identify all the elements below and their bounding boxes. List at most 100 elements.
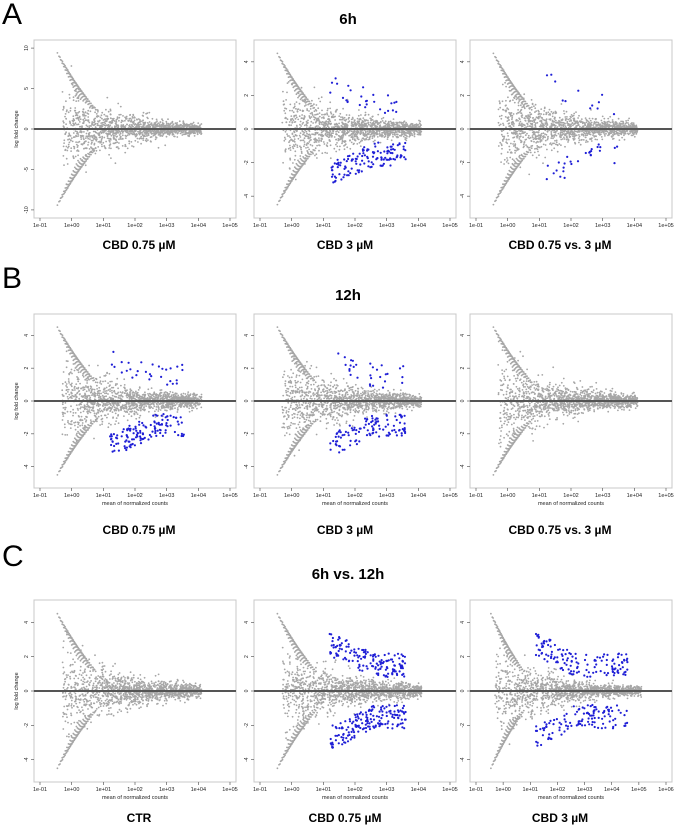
data-point xyxy=(191,123,194,125)
data-point xyxy=(341,122,344,124)
data-point xyxy=(327,115,330,118)
data-point xyxy=(65,157,68,160)
significant-point xyxy=(396,154,399,157)
data-point xyxy=(556,144,559,147)
data-point xyxy=(88,125,91,127)
data-point xyxy=(292,144,295,146)
data-point xyxy=(546,148,548,151)
data-point xyxy=(577,137,580,139)
data-point xyxy=(82,92,84,94)
data-point xyxy=(610,130,613,132)
data-point xyxy=(378,122,381,124)
data-point xyxy=(500,65,502,67)
data-point xyxy=(628,125,631,128)
data-point xyxy=(505,138,508,141)
panel-letter-a: A xyxy=(2,0,23,31)
data-point xyxy=(62,121,65,124)
data-point xyxy=(108,153,110,156)
data-point xyxy=(593,129,596,132)
data-point xyxy=(148,111,151,114)
data-point xyxy=(303,143,306,146)
data-point xyxy=(336,123,339,126)
data-point xyxy=(306,109,309,112)
data-point xyxy=(379,125,381,127)
data-point xyxy=(520,108,523,111)
data-point xyxy=(567,118,570,121)
data-point xyxy=(104,129,107,132)
data-point xyxy=(72,124,74,127)
data-point xyxy=(306,108,308,110)
data-point xyxy=(615,130,617,133)
significant-point xyxy=(383,150,386,153)
data-point xyxy=(540,145,543,148)
data-point xyxy=(623,125,626,127)
data-point xyxy=(603,133,606,135)
data-point xyxy=(86,135,89,138)
data-point xyxy=(299,88,301,90)
data-point xyxy=(300,166,303,168)
data-point xyxy=(326,142,329,144)
data-point xyxy=(604,121,607,124)
data-point xyxy=(289,146,292,149)
data-point xyxy=(588,117,591,120)
data-point xyxy=(67,145,70,148)
data-point xyxy=(497,195,500,198)
data-point xyxy=(98,126,101,129)
data-point xyxy=(322,141,325,143)
data-point xyxy=(306,135,309,138)
data-point xyxy=(91,104,94,107)
data-point xyxy=(554,126,556,129)
data-point xyxy=(116,116,119,119)
data-point xyxy=(351,138,354,141)
data-point xyxy=(415,123,418,125)
data-point xyxy=(308,100,311,103)
data-point xyxy=(584,117,587,119)
significant-point xyxy=(372,163,375,166)
data-point xyxy=(332,132,334,135)
data-point xyxy=(120,121,123,124)
data-point xyxy=(405,123,407,126)
data-point xyxy=(312,133,315,136)
data-point xyxy=(74,81,77,84)
data-point xyxy=(506,157,508,159)
data-point xyxy=(295,93,298,96)
data-point xyxy=(534,124,537,127)
data-point xyxy=(340,118,342,121)
data-point xyxy=(173,125,176,128)
significant-point xyxy=(336,158,339,161)
data-point xyxy=(586,132,589,135)
data-point xyxy=(99,136,102,139)
data-point xyxy=(324,151,327,154)
data-point xyxy=(554,124,557,127)
data-point xyxy=(359,133,362,136)
data-point xyxy=(161,122,164,124)
significant-point xyxy=(386,94,390,97)
significant-point xyxy=(362,86,365,89)
data-point xyxy=(356,117,359,120)
data-point xyxy=(519,120,522,123)
data-point xyxy=(598,125,601,127)
data-point xyxy=(403,120,406,123)
data-point xyxy=(90,143,93,145)
data-point xyxy=(585,121,588,124)
data-point xyxy=(392,118,395,120)
data-point xyxy=(347,117,350,119)
data-point xyxy=(532,133,535,136)
data-point xyxy=(603,117,606,120)
data-point xyxy=(61,60,64,63)
data-point xyxy=(109,139,112,141)
data-point xyxy=(500,114,503,117)
data-point xyxy=(303,145,305,148)
data-point xyxy=(88,126,91,129)
data-point xyxy=(68,184,70,187)
data-point xyxy=(581,125,584,128)
data-point xyxy=(316,113,319,116)
data-point xyxy=(133,116,136,119)
y-tick-label: 10 xyxy=(24,45,30,51)
data-point xyxy=(285,99,287,101)
data-point xyxy=(334,119,336,121)
x-tick-label: 1e-01 xyxy=(253,223,267,229)
data-point xyxy=(555,139,558,142)
data-point xyxy=(618,132,620,135)
data-point xyxy=(146,131,149,134)
